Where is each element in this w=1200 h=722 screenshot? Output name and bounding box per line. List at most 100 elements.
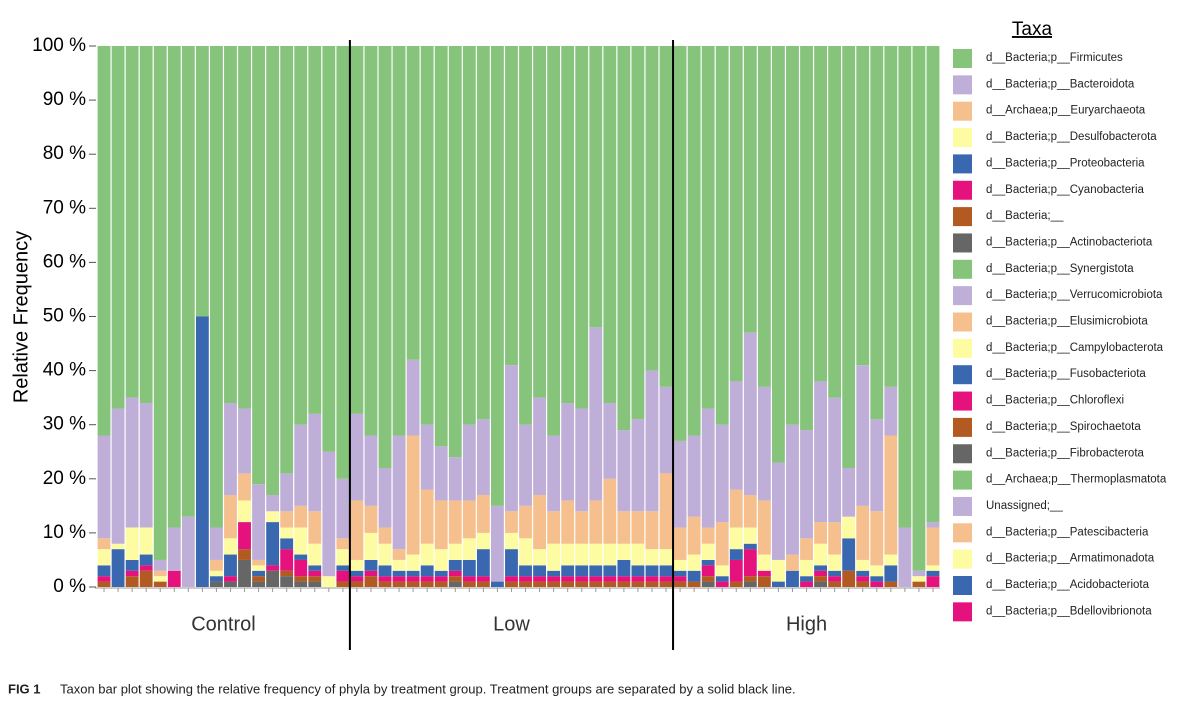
bar-segment bbox=[673, 570, 687, 577]
bar-segment bbox=[589, 327, 603, 501]
bar-segment bbox=[898, 46, 912, 528]
bar-segment bbox=[561, 565, 575, 577]
bar-segment bbox=[266, 46, 280, 496]
bar-segment bbox=[673, 440, 687, 528]
bar-segment bbox=[786, 554, 799, 571]
bar-segment bbox=[533, 549, 546, 566]
bar-segment bbox=[139, 570, 153, 587]
bar-segment bbox=[814, 576, 827, 582]
bar-segment bbox=[575, 511, 589, 544]
bar-segment bbox=[533, 46, 546, 398]
bar-segment bbox=[757, 46, 771, 387]
bar-segment bbox=[280, 576, 294, 587]
bar-segment bbox=[420, 543, 434, 566]
bar-segment bbox=[533, 565, 546, 577]
bar-segment bbox=[336, 565, 350, 571]
y-tick-label: 80 % bbox=[43, 143, 86, 164]
bar-segment bbox=[631, 581, 645, 587]
bar-segment bbox=[575, 565, 589, 577]
bar-segment bbox=[687, 570, 701, 582]
bar-segment bbox=[266, 565, 280, 571]
bar-segment bbox=[420, 46, 434, 425]
bar-segment bbox=[448, 559, 462, 571]
bar-segment bbox=[687, 516, 701, 555]
bar-segment bbox=[715, 581, 729, 587]
bar-segment bbox=[238, 473, 251, 501]
bar-segment bbox=[603, 403, 617, 479]
legend-label: d__Bacteria;p__Spirochaetota bbox=[986, 421, 1141, 433]
bar-segment bbox=[617, 46, 631, 431]
bar-segment bbox=[224, 538, 237, 555]
legend-swatch bbox=[953, 496, 972, 516]
bar-segment bbox=[856, 559, 870, 571]
bar-segment bbox=[139, 527, 153, 555]
bar-segment bbox=[252, 570, 265, 577]
bar-segment bbox=[111, 549, 125, 587]
bar-segment bbox=[842, 516, 856, 539]
y-axis-label: Relative Frequency bbox=[10, 231, 32, 403]
bar-segment bbox=[575, 408, 589, 512]
bar-segment bbox=[701, 581, 715, 587]
legend-label: d__Bacteria;p__Campylobacterota bbox=[986, 342, 1164, 354]
bar-segment bbox=[139, 565, 153, 571]
bar-segment bbox=[828, 46, 842, 398]
bar-segment bbox=[575, 581, 589, 587]
legend-swatch bbox=[953, 101, 972, 121]
legend-swatch bbox=[953, 365, 972, 385]
bar-segment bbox=[842, 46, 856, 468]
bar-segment bbox=[125, 576, 139, 587]
bar-segment bbox=[266, 495, 280, 512]
bar-segment bbox=[238, 500, 251, 523]
bar-segment bbox=[912, 576, 926, 582]
bar-segment bbox=[519, 505, 532, 539]
bar-segment bbox=[505, 581, 518, 587]
group-label: High bbox=[786, 613, 827, 635]
y-tick-label: 90 % bbox=[43, 89, 86, 110]
bar-segment bbox=[715, 522, 729, 566]
bar-segment bbox=[97, 565, 111, 577]
legend-swatch bbox=[953, 75, 972, 95]
bar-segment bbox=[97, 576, 111, 582]
bar-segment bbox=[757, 500, 771, 555]
bar-segment bbox=[350, 500, 364, 560]
bar-segment bbox=[645, 511, 659, 550]
legend-label: d__Bacteria;p__Actinobacteriota bbox=[986, 236, 1153, 248]
bar-segment bbox=[673, 527, 687, 560]
bar-segment bbox=[210, 46, 223, 528]
bar-segment bbox=[378, 576, 392, 582]
legend-swatch bbox=[953, 128, 972, 148]
bar-segment bbox=[364, 576, 378, 587]
bar-segment bbox=[701, 543, 715, 560]
bar-segment bbox=[547, 435, 561, 512]
bar-segment bbox=[743, 543, 757, 550]
bar-segment bbox=[786, 424, 799, 555]
bar-segment bbox=[842, 467, 856, 517]
bar-segment bbox=[926, 565, 940, 571]
bar-segment bbox=[547, 570, 561, 577]
bar-segment bbox=[729, 489, 743, 528]
legend-label: d__Bacteria;p__Verrucomicrobiota bbox=[986, 289, 1163, 301]
bar-segment bbox=[786, 570, 799, 587]
bar-segment bbox=[870, 511, 884, 566]
bar-segment bbox=[701, 527, 715, 544]
bar-segment bbox=[645, 370, 659, 512]
bar-segment bbox=[266, 511, 280, 523]
bar-segment bbox=[687, 581, 701, 587]
legend-label: d__Bacteria;p__Synergistota bbox=[986, 263, 1134, 275]
bar-segment bbox=[533, 581, 546, 587]
bar-segment bbox=[729, 549, 743, 560]
y-tick-label: 0 % bbox=[53, 576, 86, 597]
bar-segment bbox=[870, 576, 884, 582]
bar-segment bbox=[392, 559, 406, 571]
bar-segment bbox=[280, 538, 294, 550]
bar-segment bbox=[139, 403, 153, 528]
bar-segment bbox=[772, 462, 785, 560]
bar-segment bbox=[659, 386, 673, 474]
bar-segment bbox=[448, 581, 462, 587]
bar-segment bbox=[434, 446, 448, 501]
bar-segment bbox=[406, 46, 420, 360]
bar-segment bbox=[926, 576, 940, 587]
bar-segment bbox=[476, 46, 490, 420]
bar-segment bbox=[406, 554, 420, 571]
bar-segment bbox=[125, 46, 139, 398]
